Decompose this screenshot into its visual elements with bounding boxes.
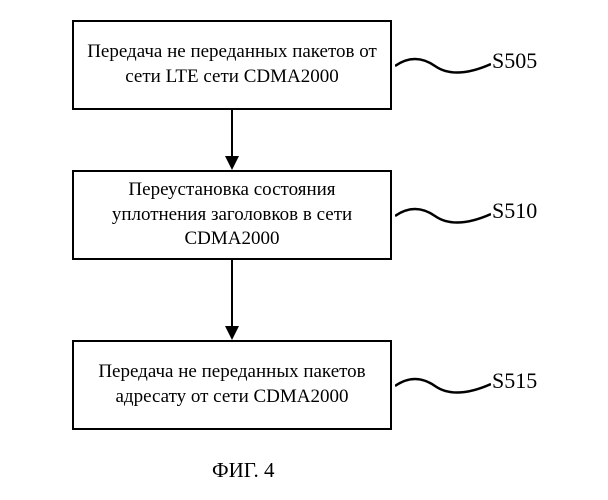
arrow-1-head bbox=[225, 156, 239, 170]
squiggle-1 bbox=[395, 54, 491, 78]
arrow-2-head bbox=[225, 326, 239, 340]
flow-node-1: Передача не переданных пакетов от сети L… bbox=[72, 20, 392, 110]
flowchart-container: Передача не переданных пакетов от сети L… bbox=[0, 0, 608, 500]
squiggle-2 bbox=[395, 204, 491, 228]
step-label-3: S515 bbox=[492, 368, 537, 394]
step-label-1: S505 bbox=[492, 48, 537, 74]
flow-node-2: Переустановка состояния уплотнения загол… bbox=[72, 170, 392, 260]
flow-node-3: Передача не переданных пакетов адресату … bbox=[72, 340, 392, 430]
figure-caption: ФИГ. 4 bbox=[212, 458, 275, 483]
flow-node-2-text: Переустановка состояния уплотнения загол… bbox=[86, 178, 378, 252]
arrow-1-line bbox=[231, 110, 233, 158]
arrow-2-line bbox=[231, 260, 233, 328]
flow-node-1-text: Передача не переданных пакетов от сети L… bbox=[86, 40, 378, 89]
squiggle-3 bbox=[395, 374, 491, 398]
step-label-2: S510 bbox=[492, 198, 537, 224]
flow-node-3-text: Передача не переданных пакетов адресату … bbox=[86, 360, 378, 409]
